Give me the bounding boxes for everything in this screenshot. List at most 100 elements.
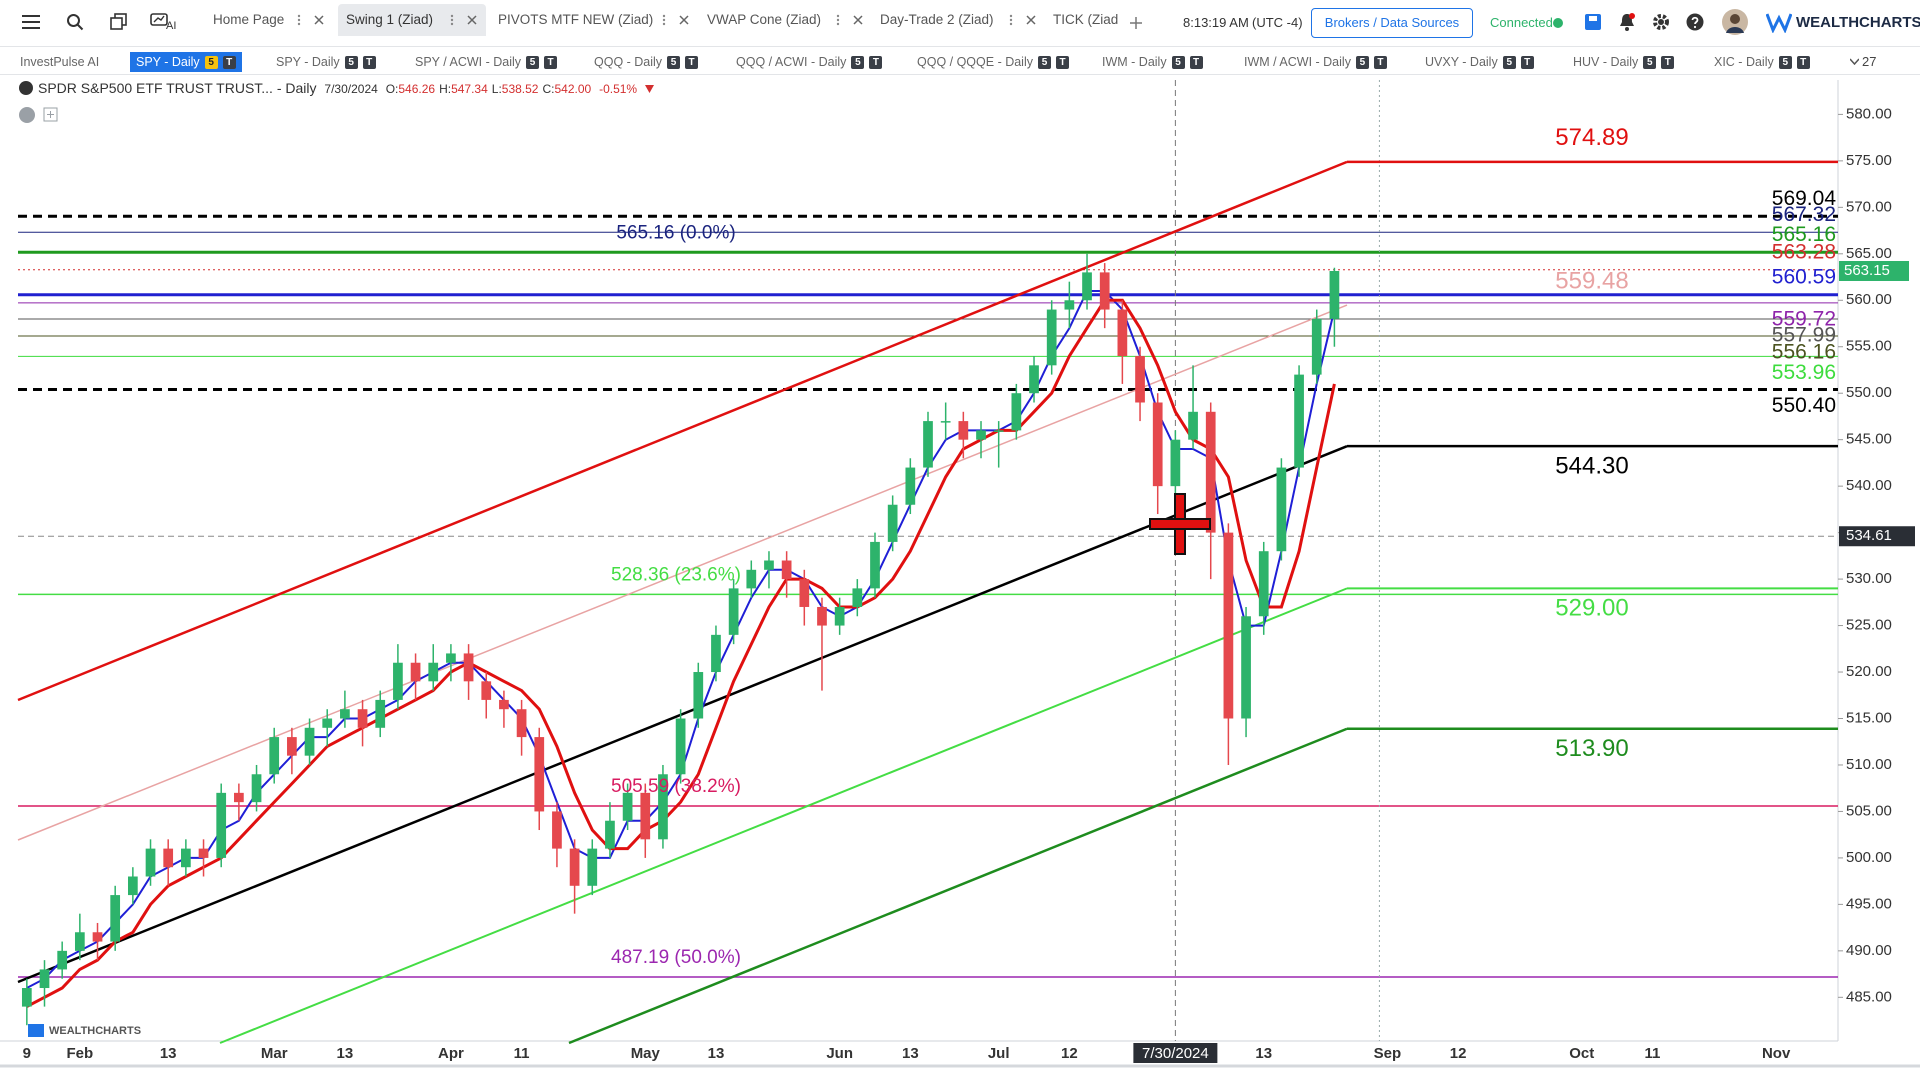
- symbol-tab[interactable]: SPY - Daily 5 T: [130, 52, 242, 72]
- symbol-tab-label: QQQ / ACWI - Daily: [736, 55, 847, 69]
- brokers-button[interactable]: Brokers / Data Sources: [1311, 8, 1473, 38]
- settings-icon[interactable]: [19, 107, 35, 123]
- candle-body: [375, 699, 386, 728]
- brand-logo: [1766, 13, 1792, 33]
- level-label: 556.16: [1772, 341, 1836, 364]
- symbol-name: SPDR S&P500 ETF TRUST TRUST... - Daily: [38, 80, 317, 96]
- candle-body: [728, 588, 739, 635]
- candle-body: [516, 709, 527, 738]
- tab-controls[interactable]: [295, 14, 329, 26]
- candle-body: [181, 848, 191, 868]
- symbol-tab[interactable]: InvestPulse AI: [14, 52, 105, 72]
- candle-body: [1029, 365, 1039, 394]
- workspace-tab[interactable]: PIVOTS MTF NEW (Ziad): [490, 4, 698, 36]
- candle-body: [817, 606, 827, 626]
- symbol-tab[interactable]: XIC - Daily 5 T: [1708, 52, 1816, 72]
- workspace-tab[interactable]: Day-Trade 2 (Ziad): [872, 4, 1045, 36]
- symbol-tab[interactable]: SPY - Daily 5 T: [270, 52, 382, 72]
- alerts-icon[interactable]: [1618, 12, 1636, 32]
- symbol-tab-badge: 5: [1038, 56, 1051, 69]
- top-bar: AI Home Page Swing 1 (Ziad) PIVOTS MTF NEW…: [0, 0, 1920, 47]
- symbol-tab-badge: 5: [1355, 56, 1369, 69]
- y-tick-label: 560.00: [1846, 291, 1892, 308]
- level-label: 567.32: [1772, 203, 1836, 226]
- tab-controls[interactable]: [448, 14, 482, 26]
- ai-icon[interactable]: [150, 12, 170, 30]
- workspace-tab[interactable]: Home Page: [205, 4, 333, 36]
- candle-body: [1117, 309, 1128, 357]
- symbol-tab-badge: 5: [1502, 56, 1516, 69]
- legend-change: -0.51%: [599, 82, 638, 96]
- x-tick-label: Jul: [988, 1045, 1010, 1062]
- tab-label: TICK (Ziad: [1053, 12, 1119, 27]
- x-tick-label: 7/30/2024: [1142, 1045, 1209, 1062]
- tab-overflow-icon[interactable]: [1850, 58, 1859, 65]
- candle-body: [127, 876, 138, 896]
- y-tick-label: 485.00: [1846, 988, 1892, 1005]
- tab-controls[interactable]: [660, 14, 694, 26]
- legend-date: 7/30/2024: [324, 82, 378, 96]
- save-icon[interactable]: [1584, 13, 1602, 31]
- legend-value: 547.34: [451, 82, 488, 96]
- x-tick-label: 12: [1450, 1045, 1467, 1062]
- candle-body: [552, 811, 562, 849]
- crosshair-price-label: 534.61: [1846, 527, 1892, 544]
- x-tick-label: Jun: [826, 1045, 853, 1062]
- candle-body: [21, 988, 32, 1007]
- symbol-tab[interactable]: QQQ / QQQE - Daily 5 T: [911, 52, 1075, 72]
- y-tick-label: 580.00: [1846, 105, 1892, 122]
- candle-body: [1311, 318, 1322, 375]
- candle-body: [481, 681, 492, 700]
- level-label: 563.28: [1772, 240, 1836, 263]
- channel-label: 574.89: [1555, 124, 1628, 151]
- levels-layer: [17, 80, 1838, 1045]
- candle-body: [993, 430, 1004, 432]
- legend-value: 546.26: [398, 82, 436, 96]
- candle-body: [940, 421, 951, 423]
- candle-body: [923, 421, 933, 468]
- channel-line: [219, 587, 1348, 1044]
- candle-body: [587, 848, 598, 886]
- tab-controls[interactable]: [834, 14, 868, 26]
- y-tick-label: 505.00: [1846, 802, 1892, 819]
- legend-value: 542.00: [554, 82, 592, 96]
- y-tick-label: 550.00: [1846, 384, 1892, 401]
- candle-body: [287, 737, 297, 756]
- symbol-tab-badge: 5: [344, 56, 358, 69]
- channel-line: [17, 160, 1348, 702]
- workspace-tab[interactable]: Swing 1 (Ziad): [338, 4, 486, 36]
- candle-body: [92, 932, 103, 942]
- add-icon[interactable]: [43, 107, 58, 122]
- menu-icon[interactable]: [22, 14, 40, 30]
- help-icon[interactable]: [1686, 13, 1704, 31]
- symbol-tab[interactable]: IWM - Daily 5 T: [1096, 52, 1209, 72]
- watermark: WEALTHCHARTS: [49, 1025, 141, 1037]
- workspace-tab[interactable]: VWAP Cone (Ziad): [699, 4, 872, 36]
- settings-icon[interactable]: [1652, 13, 1670, 31]
- symbol-tab[interactable]: QQQ / ACWI - Daily 5 T: [730, 52, 888, 72]
- new-tab[interactable]: [1130, 17, 1142, 29]
- symbol-tab[interactable]: UVXY - Daily 5 T: [1419, 52, 1540, 72]
- symbol-tab[interactable]: QQQ - Daily 5 T: [588, 52, 704, 72]
- layouts-icon[interactable]: [110, 13, 128, 31]
- symbol-tab[interactable]: HUV - Daily 5 T: [1567, 52, 1680, 72]
- timezone[interactable]: (UTC -4): [1252, 15, 1303, 30]
- candle-body: [1064, 300, 1075, 310]
- brand: WEALTHCHARTS: [1796, 14, 1920, 31]
- x-tick-label: 13: [160, 1045, 177, 1062]
- ai-label: AI: [166, 20, 177, 32]
- candle-body: [870, 541, 880, 589]
- avatar[interactable]: [1722, 9, 1748, 35]
- symbol-tab-badge: T: [869, 56, 883, 69]
- symbol-tab[interactable]: SPY / ACWI - Daily 5 T: [409, 52, 563, 72]
- symbol-tab-badge: T: [1520, 56, 1534, 69]
- connection-status: Connected: [1490, 15, 1553, 30]
- tab-count[interactable]: 27: [1862, 54, 1877, 69]
- workspace-tab[interactable]: TICK (Ziad: [1045, 4, 1123, 36]
- candle-body: [304, 727, 315, 756]
- symbol-tab-badge: T: [1373, 56, 1387, 69]
- candle-body: [958, 421, 969, 440]
- symbol-tab[interactable]: IWM / ACWI - Daily 5 T: [1238, 52, 1393, 72]
- tab-controls[interactable]: [1007, 14, 1041, 26]
- search-icon[interactable]: [66, 13, 84, 31]
